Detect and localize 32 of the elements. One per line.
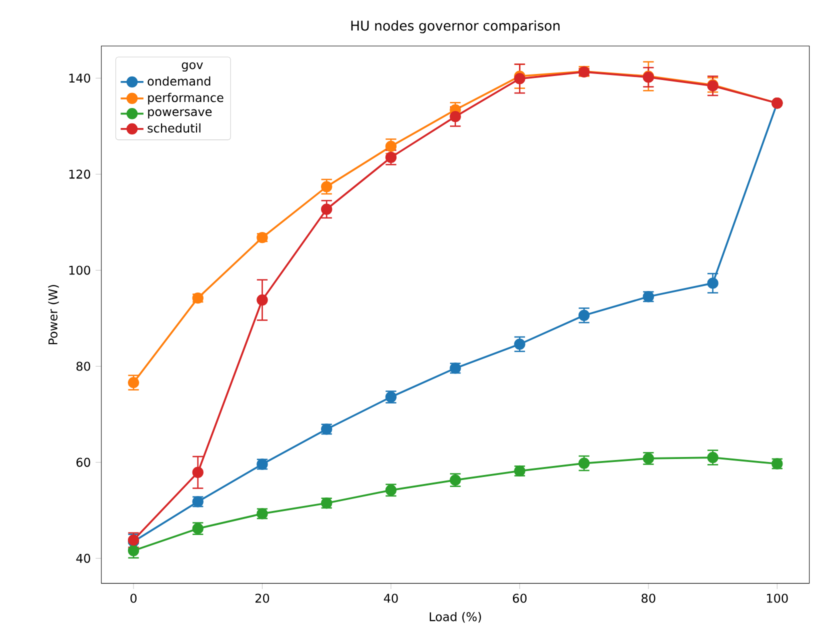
point bbox=[514, 338, 526, 350]
point bbox=[385, 140, 397, 152]
point bbox=[192, 466, 204, 478]
x-tick-label: 0 bbox=[130, 594, 137, 603]
y-tick-label: 80 bbox=[76, 362, 90, 371]
legend-title: gov bbox=[182, 62, 203, 72]
y-tick-label: 40 bbox=[76, 554, 90, 563]
y-tick-label: 60 bbox=[76, 458, 90, 467]
point bbox=[707, 278, 718, 289]
y-tick-label: 120 bbox=[69, 170, 90, 179]
x-tick-label: 60 bbox=[512, 594, 527, 603]
y-tick-label: 100 bbox=[69, 266, 90, 275]
y-tick-label: 140 bbox=[69, 74, 90, 83]
point bbox=[256, 294, 268, 306]
x-tick-label: 80 bbox=[642, 594, 656, 603]
point bbox=[578, 310, 590, 321]
point bbox=[578, 458, 590, 469]
point bbox=[514, 73, 526, 84]
x-axis-title: Load (%) bbox=[430, 612, 481, 623]
point bbox=[385, 152, 397, 163]
x-tick-label: 20 bbox=[255, 594, 270, 603]
point bbox=[321, 204, 332, 215]
y-axis-title: Power (W) bbox=[48, 285, 59, 344]
chart-title: HU nodes governor comparison bbox=[351, 20, 560, 34]
legend-label: performance bbox=[148, 92, 224, 104]
legend-label: schedutil bbox=[148, 123, 200, 133]
point bbox=[321, 181, 332, 192]
legend-label: powersave bbox=[148, 109, 212, 118]
point bbox=[450, 110, 461, 122]
legend-label: ondemand bbox=[148, 76, 210, 86]
x-tick-label: 40 bbox=[384, 594, 398, 603]
x-tick-label: 100 bbox=[767, 594, 788, 603]
